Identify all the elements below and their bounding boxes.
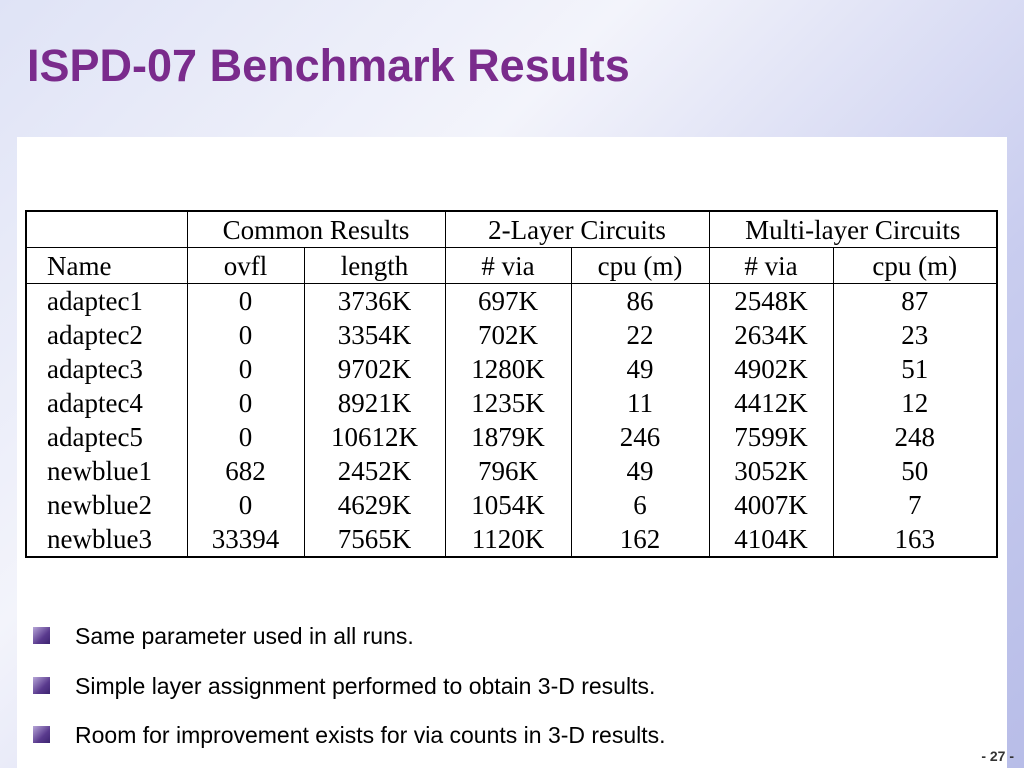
cell: 33394: [186, 522, 304, 557]
data-row: adaptec3 0 9702K 1280K 49 4902K 51: [25, 352, 997, 386]
bullet-item: Simple layer assignment performed to obt…: [33, 668, 666, 718]
bullet-list: Same parameter used in all runs. Simple l…: [33, 618, 666, 767]
row-name: adaptec1: [25, 283, 187, 318]
row-name: newblue3: [25, 522, 187, 557]
bullet-item: Same parameter used in all runs.: [33, 618, 666, 668]
cell: 8921K: [303, 386, 445, 420]
cell: 2452K: [303, 454, 445, 488]
cell: 0: [186, 488, 304, 522]
cell: 2634K: [708, 318, 833, 352]
cell: 3354K: [303, 318, 445, 352]
cell: 22: [570, 318, 709, 352]
group-header-row: Common Results 2-Layer Circuits Multi-laye…: [25, 211, 997, 248]
slide-title: ISPD-07 Benchmark Results: [27, 40, 630, 91]
bullet-icon: [33, 627, 50, 644]
cell: 4629K: [303, 488, 445, 522]
bullet-text: Room for improvement exists for via coun…: [75, 722, 666, 748]
cell: 4902K: [708, 352, 833, 386]
table-body: Common Results 2-Layer Circuits Multi-laye…: [25, 211, 997, 557]
cell: 163: [832, 522, 997, 557]
data-row: adaptec4 0 8921K 1235K 11 4412K 12: [25, 386, 997, 420]
cell: 87: [832, 283, 997, 318]
data-row: adaptec2 0 3354K 702K 22 2634K 23: [25, 318, 997, 352]
column-header: cpu (m): [570, 247, 709, 284]
row-name: newblue1: [25, 454, 187, 488]
data-row: newblue3 33394 7565K 1120K 162 4104K 163: [25, 522, 997, 557]
cell: 1235K: [444, 386, 571, 420]
cell: 246: [570, 420, 709, 454]
column-header: length: [303, 247, 445, 284]
cell: 0: [186, 386, 304, 420]
column-header: # via: [708, 247, 833, 284]
cell: 12: [832, 386, 997, 420]
cell: 49: [570, 454, 709, 488]
results-table: Common Results 2-Layer Circuits Multi-laye…: [25, 210, 998, 558]
cell: 697K: [444, 283, 571, 318]
cell: 682: [186, 454, 304, 488]
row-name: adaptec4: [25, 386, 187, 420]
column-header: ovfl: [186, 247, 304, 284]
cell: 162: [570, 522, 709, 557]
cell: 50: [832, 454, 997, 488]
cell: 9702K: [303, 352, 445, 386]
cell: 1054K: [444, 488, 571, 522]
bullet-icon: [33, 676, 50, 694]
cell: 3736K: [303, 283, 445, 318]
cell: 0: [186, 283, 304, 318]
column-header: cpu (m): [832, 247, 997, 284]
empty-cell: [25, 211, 187, 248]
data-row: newblue2 0 4629K 1054K 6 4007K 7: [25, 488, 997, 522]
data-row: adaptec1 0 3736K 697K 86 2548K 87: [25, 283, 997, 318]
cell: 3052K: [708, 454, 833, 488]
row-name: adaptec2: [25, 318, 187, 352]
cell: 7: [832, 488, 997, 522]
cell: 51: [832, 352, 997, 386]
bullet-text: Same parameter used in all runs.: [75, 623, 414, 649]
group-header: 2-Layer Circuits: [444, 211, 709, 248]
group-header: Multi-layer Circuits: [708, 211, 997, 248]
cell: 0: [186, 318, 304, 352]
cell: 0: [186, 352, 304, 386]
column-header-row: Name ovfl length # via cpu (m) # via cpu (m): [25, 247, 997, 284]
data-row: adaptec5 0 10612K 1879K 246 7599K 248: [25, 420, 997, 454]
bullet-text: Simple layer assignment performed to obt…: [75, 672, 656, 699]
cell: 11: [570, 386, 709, 420]
bullet-icon: [33, 726, 50, 743]
cell: 4104K: [708, 522, 833, 557]
cell: 0: [186, 420, 304, 454]
cell: 1120K: [444, 522, 571, 557]
row-name: adaptec3: [25, 352, 187, 386]
cell: 7599K: [708, 420, 833, 454]
cell: 7565K: [303, 522, 445, 557]
cell: 86: [570, 283, 709, 318]
page-number: - 27 -: [981, 748, 1014, 764]
row-name: adaptec5: [25, 420, 187, 454]
cell: 4412K: [708, 386, 833, 420]
row-name: newblue2: [25, 488, 187, 522]
column-header: # via: [444, 247, 571, 284]
cell: 23: [832, 318, 997, 352]
cell: 2548K: [708, 283, 833, 318]
data-row: newblue1 682 2452K 796K 49 3052K 50: [25, 454, 997, 488]
cell: 796K: [444, 454, 571, 488]
bullet-item: Room for improvement exists for via coun…: [33, 717, 666, 767]
cell: 49: [570, 352, 709, 386]
cell: 702K: [444, 318, 571, 352]
cell: 6: [570, 488, 709, 522]
cell: 10612K: [303, 420, 445, 454]
cell: 4007K: [708, 488, 833, 522]
column-header: Name: [25, 247, 187, 284]
cell: 1280K: [444, 352, 571, 386]
cell: 248: [832, 420, 997, 454]
group-header: Common Results: [186, 211, 445, 248]
cell: 1879K: [444, 420, 571, 454]
